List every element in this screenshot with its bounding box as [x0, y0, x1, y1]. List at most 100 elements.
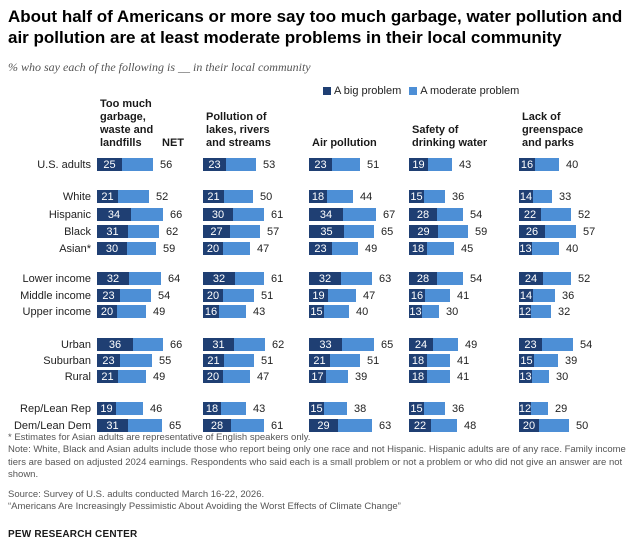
bar-big-problem — [203, 370, 223, 383]
data-label-big: 21 — [101, 371, 113, 383]
bar-moderate-problem — [428, 158, 452, 171]
bar-moderate-problem — [535, 158, 559, 171]
bar-moderate-problem — [341, 272, 372, 285]
bar-moderate-problem — [542, 338, 573, 351]
brand-logo-text: PEW RESEARCH CENTER — [8, 529, 138, 540]
bar-moderate-problem — [230, 225, 260, 238]
data-label-net: 49 — [365, 243, 377, 255]
chart-subtitle: % who say each of the following is __ in… — [8, 60, 311, 74]
data-label-net: 38 — [354, 403, 366, 415]
data-label-big: 24 — [415, 339, 427, 351]
data-label-net: 66 — [170, 209, 182, 221]
data-label-big: 16 — [521, 159, 533, 171]
row-label: Asian* — [59, 243, 92, 255]
bar-big-problem — [409, 272, 437, 285]
data-label-big: 16 — [411, 290, 423, 302]
data-label-big: 29 — [317, 420, 329, 432]
legend-swatch-big — [323, 87, 331, 95]
panel-header-3-line-1: drinking water — [412, 137, 488, 149]
data-label-big: 21 — [207, 191, 219, 203]
row-label: Hispanic — [49, 209, 92, 221]
data-label-net: 44 — [360, 191, 372, 203]
bar-big-problem — [519, 242, 532, 255]
bar-moderate-problem — [128, 225, 159, 238]
data-label-net: 54 — [580, 339, 592, 351]
bar-big-problem — [309, 289, 328, 302]
data-label-big: 25 — [103, 159, 115, 171]
bar-moderate-problem — [120, 354, 152, 367]
data-label-net: 30 — [556, 371, 568, 383]
data-label-net: 50 — [576, 420, 588, 432]
bar-big-problem — [409, 289, 425, 302]
bar-moderate-problem — [332, 242, 358, 255]
footnote-report-title: “Americans Are Increasingly Pessimistic … — [8, 501, 401, 512]
data-label-net: 67 — [383, 209, 395, 221]
bar-moderate-problem — [226, 158, 256, 171]
data-label-net: 61 — [271, 209, 283, 221]
data-label-net: 29 — [555, 403, 567, 415]
data-label-big: 31 — [212, 339, 224, 351]
data-label-net: 53 — [263, 159, 275, 171]
data-label-big: 32 — [107, 273, 119, 285]
data-label-big: 18 — [206, 403, 218, 415]
bar-big-problem — [519, 225, 545, 238]
bar-moderate-problem — [223, 289, 254, 302]
data-label-net: 63 — [379, 273, 391, 285]
bar-moderate-problem — [343, 208, 376, 221]
data-label-net: 49 — [153, 371, 165, 383]
row-label: U.S. adults — [37, 159, 91, 171]
legend-item-big: A big problem — [323, 85, 401, 97]
data-label-big: 20 — [207, 371, 219, 383]
bar-moderate-problem — [533, 289, 555, 302]
data-label-net: 62 — [166, 226, 178, 238]
data-label-net: 36 — [562, 290, 574, 302]
data-label-big: 20 — [101, 306, 113, 318]
bar-moderate-problem — [332, 158, 360, 171]
data-label-big: 21 — [101, 191, 113, 203]
bar-moderate-problem — [545, 225, 576, 238]
bar-moderate-problem — [330, 354, 360, 367]
data-label-net: 46 — [150, 403, 162, 415]
bar-moderate-problem — [342, 338, 374, 351]
data-label-net: 51 — [367, 355, 379, 367]
data-label-big: 13 — [519, 371, 531, 383]
data-label-net: 52 — [578, 209, 590, 221]
data-label-big: 14 — [520, 191, 532, 203]
bar-moderate-problem — [541, 208, 571, 221]
bar-moderate-problem — [328, 289, 356, 302]
bar-big-problem — [409, 190, 424, 203]
data-label-net: 33 — [559, 191, 571, 203]
data-label-net: 66 — [170, 339, 182, 351]
data-label-net: 40 — [356, 306, 368, 318]
legend-swatch-moderate — [409, 87, 418, 95]
data-label-net: 36 — [452, 191, 464, 203]
bar-big-problem — [519, 402, 531, 415]
panel-header-1-line-0: Pollution of — [206, 111, 267, 123]
chart-title: About half of Americans or more say too … — [8, 7, 623, 47]
bar-big-problem — [309, 370, 326, 383]
data-label-net: 51 — [261, 290, 273, 302]
panel-header-4-line-2: and parks — [522, 137, 574, 149]
bar-moderate-problem — [344, 225, 374, 238]
net-header: NET — [162, 137, 184, 149]
panel-header-4-line-0: Lack of — [522, 111, 561, 123]
bar-big-problem — [203, 208, 233, 221]
data-label-big: 22 — [524, 209, 536, 221]
data-label-net: 51 — [261, 355, 273, 367]
bar-moderate-problem — [431, 419, 457, 432]
data-label-big: 24 — [525, 273, 537, 285]
bar-big-problem — [409, 370, 427, 383]
legend-item-moderate: A moderate problem — [409, 85, 519, 97]
data-label-big: 23 — [208, 159, 220, 171]
panel-header-4-line-1: greenspace — [522, 124, 583, 136]
data-label-big: 17 — [311, 371, 323, 383]
bar-big-problem — [97, 190, 118, 203]
data-label-big: 14 — [520, 290, 532, 302]
data-label-big: 29 — [417, 226, 429, 238]
data-label-net: 47 — [257, 371, 269, 383]
data-label-big: 12 — [519, 403, 531, 415]
bar-big-problem — [409, 208, 437, 221]
data-label-net: 48 — [464, 420, 476, 432]
data-label-big: 19 — [412, 159, 424, 171]
data-label-big: 23 — [102, 355, 114, 367]
